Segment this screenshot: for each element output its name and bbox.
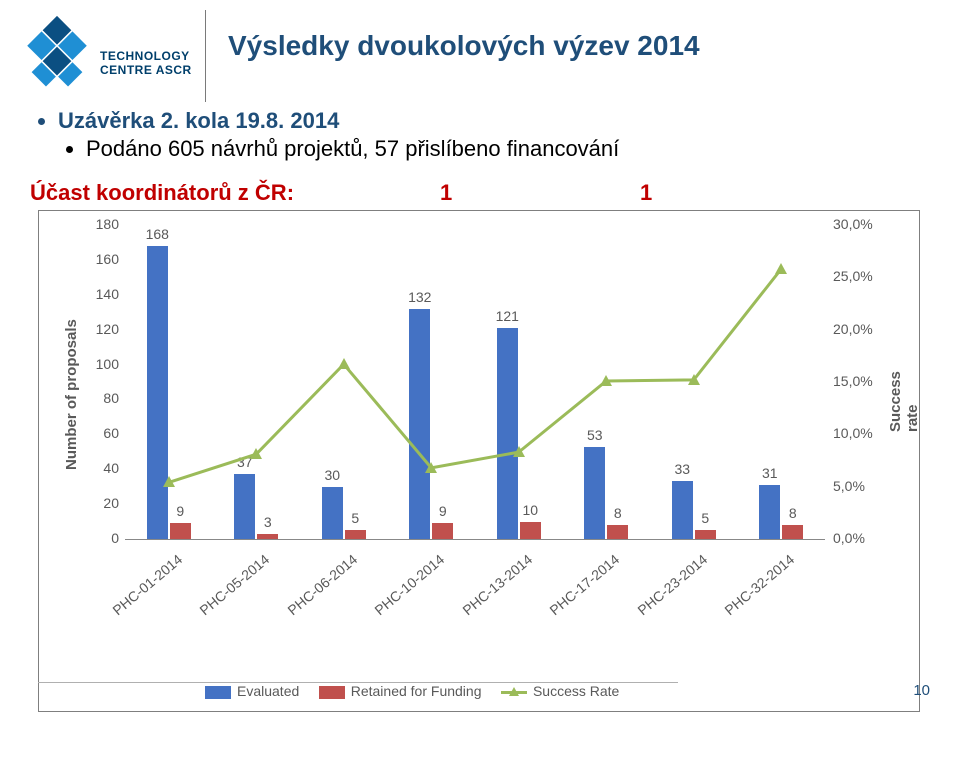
page-number: 10 [913,682,930,699]
legend-evaluated: Evaluated [237,683,299,699]
chart-legend: Evaluated Retained for Funding Success R… [205,683,619,699]
proposals-chart: 0204060801001201401601800,0%5,0%10,0%15,… [38,210,920,712]
logo-text: TECHNOLOGY CENTRE ASCR [100,50,192,78]
header-divider [205,10,206,102]
coord-value-b: 1 [640,180,652,206]
page-title: Výsledky dvoukolových výzev 2014 [228,30,700,62]
bullet-list: Uzávěrka 2. kola 19.8. 2014 Podáno 605 n… [30,106,619,164]
legend-retained: Retained for Funding [351,683,482,699]
footer-rule [38,682,678,683]
logo-mark [18,10,96,93]
logo-line2: CENTRE ASCR [100,63,192,77]
coord-label: Účast koordinátorů z ČR: [30,180,294,206]
bullet-2: Podáno 605 návrhů projektů, 57 přislíben… [86,136,619,161]
legend-success: Success Rate [533,683,619,699]
logo-line1: TECHNOLOGY [100,49,190,63]
coord-value-a: 1 [440,180,452,206]
bullet-1: Uzávěrka 2. kola 19.8. 2014 [58,108,339,133]
